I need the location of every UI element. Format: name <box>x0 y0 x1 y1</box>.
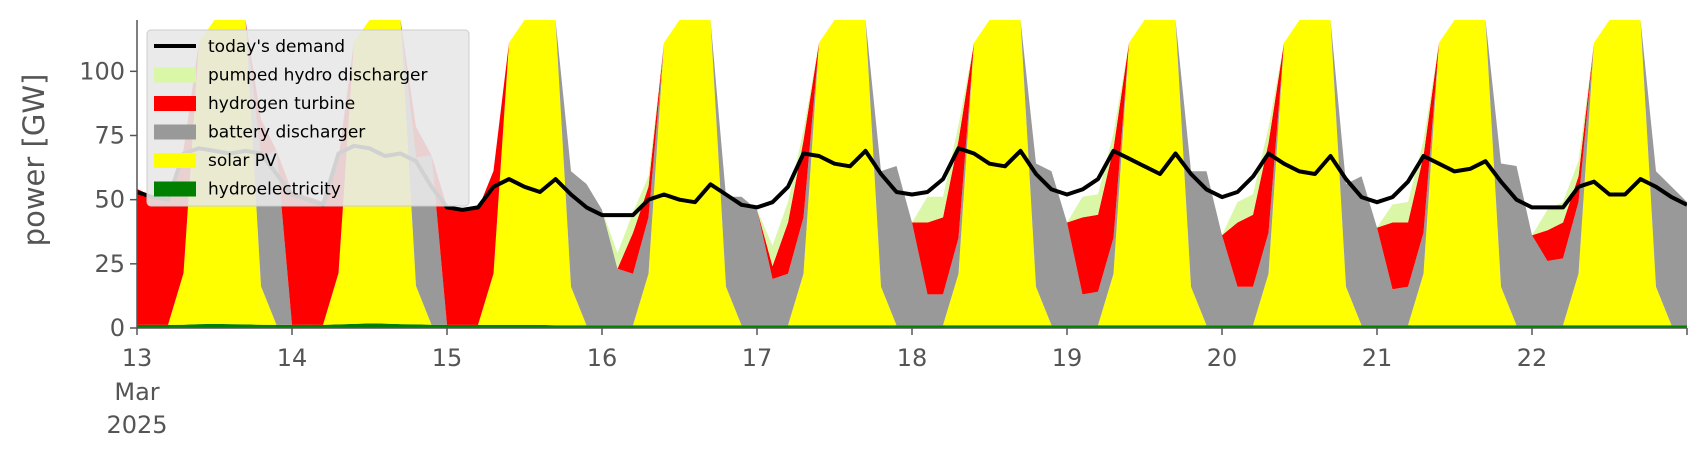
area-hydrogen-turbine <box>137 20 1687 325</box>
legend-label-hydrogen-turbine: hydrogen turbine <box>208 94 355 114</box>
x-tick-label: 13 <box>122 344 153 372</box>
y-tick-label: 25 <box>94 250 125 278</box>
legend: today's demand pumped hydro discharger hyd… <box>146 29 470 207</box>
x-tick-label: 15 <box>432 344 463 372</box>
stacked-areas <box>137 20 1687 328</box>
x-tick-label: 19 <box>1052 344 1083 372</box>
x-tick-label: 17 <box>742 344 773 372</box>
axes: 0 25 50 75 100 13 Mar 2025 14 15 16 17 18 19 20 21 22 <box>79 20 1688 439</box>
x-tick-label: 16 <box>587 344 618 372</box>
area-solar-pv <box>137 20 1687 326</box>
legend-label-battery-discharger: battery discharger <box>208 123 365 143</box>
legend-label-pumped-hydro-discharger: pumped hydro discharger <box>208 66 427 86</box>
legend-swatch-pumped-hydro-discharger <box>154 67 196 83</box>
x-tick-label: 18 <box>897 344 928 372</box>
legend-box <box>146 29 470 207</box>
legend-swatch-hydroelectricity <box>154 181 196 197</box>
legend-swatch-battery-discharger <box>154 124 196 140</box>
legend-swatch-hydrogen-turbine <box>154 96 196 111</box>
x-tick-label: 22 <box>1517 344 1548 372</box>
x-tick-label: 21 <box>1362 344 1393 372</box>
legend-label-today-s-demand: today's demand <box>208 37 345 57</box>
y-axis-title: power [GW] <box>17 74 51 247</box>
area-battery-discharger <box>137 20 1687 326</box>
legend-label-solar-pv: solar PV <box>208 151 277 171</box>
x-tick-sublabel: Mar <box>114 378 159 406</box>
y-tick-label: 0 <box>110 314 125 342</box>
y-tick-label: 100 <box>79 57 125 85</box>
y-tick-label: 75 <box>94 122 125 150</box>
x-tick-label: 14 <box>277 344 308 372</box>
area-hydroelectricity <box>137 323 1687 328</box>
y-tick-label: 50 <box>94 186 125 214</box>
x-tick-sublabel: 2025 <box>106 411 167 439</box>
legend-label-hydroelectricity: hydroelectricity <box>208 180 341 200</box>
x-tick-label: 20 <box>1207 344 1238 372</box>
legend-swatch-solar-pv <box>154 153 196 168</box>
